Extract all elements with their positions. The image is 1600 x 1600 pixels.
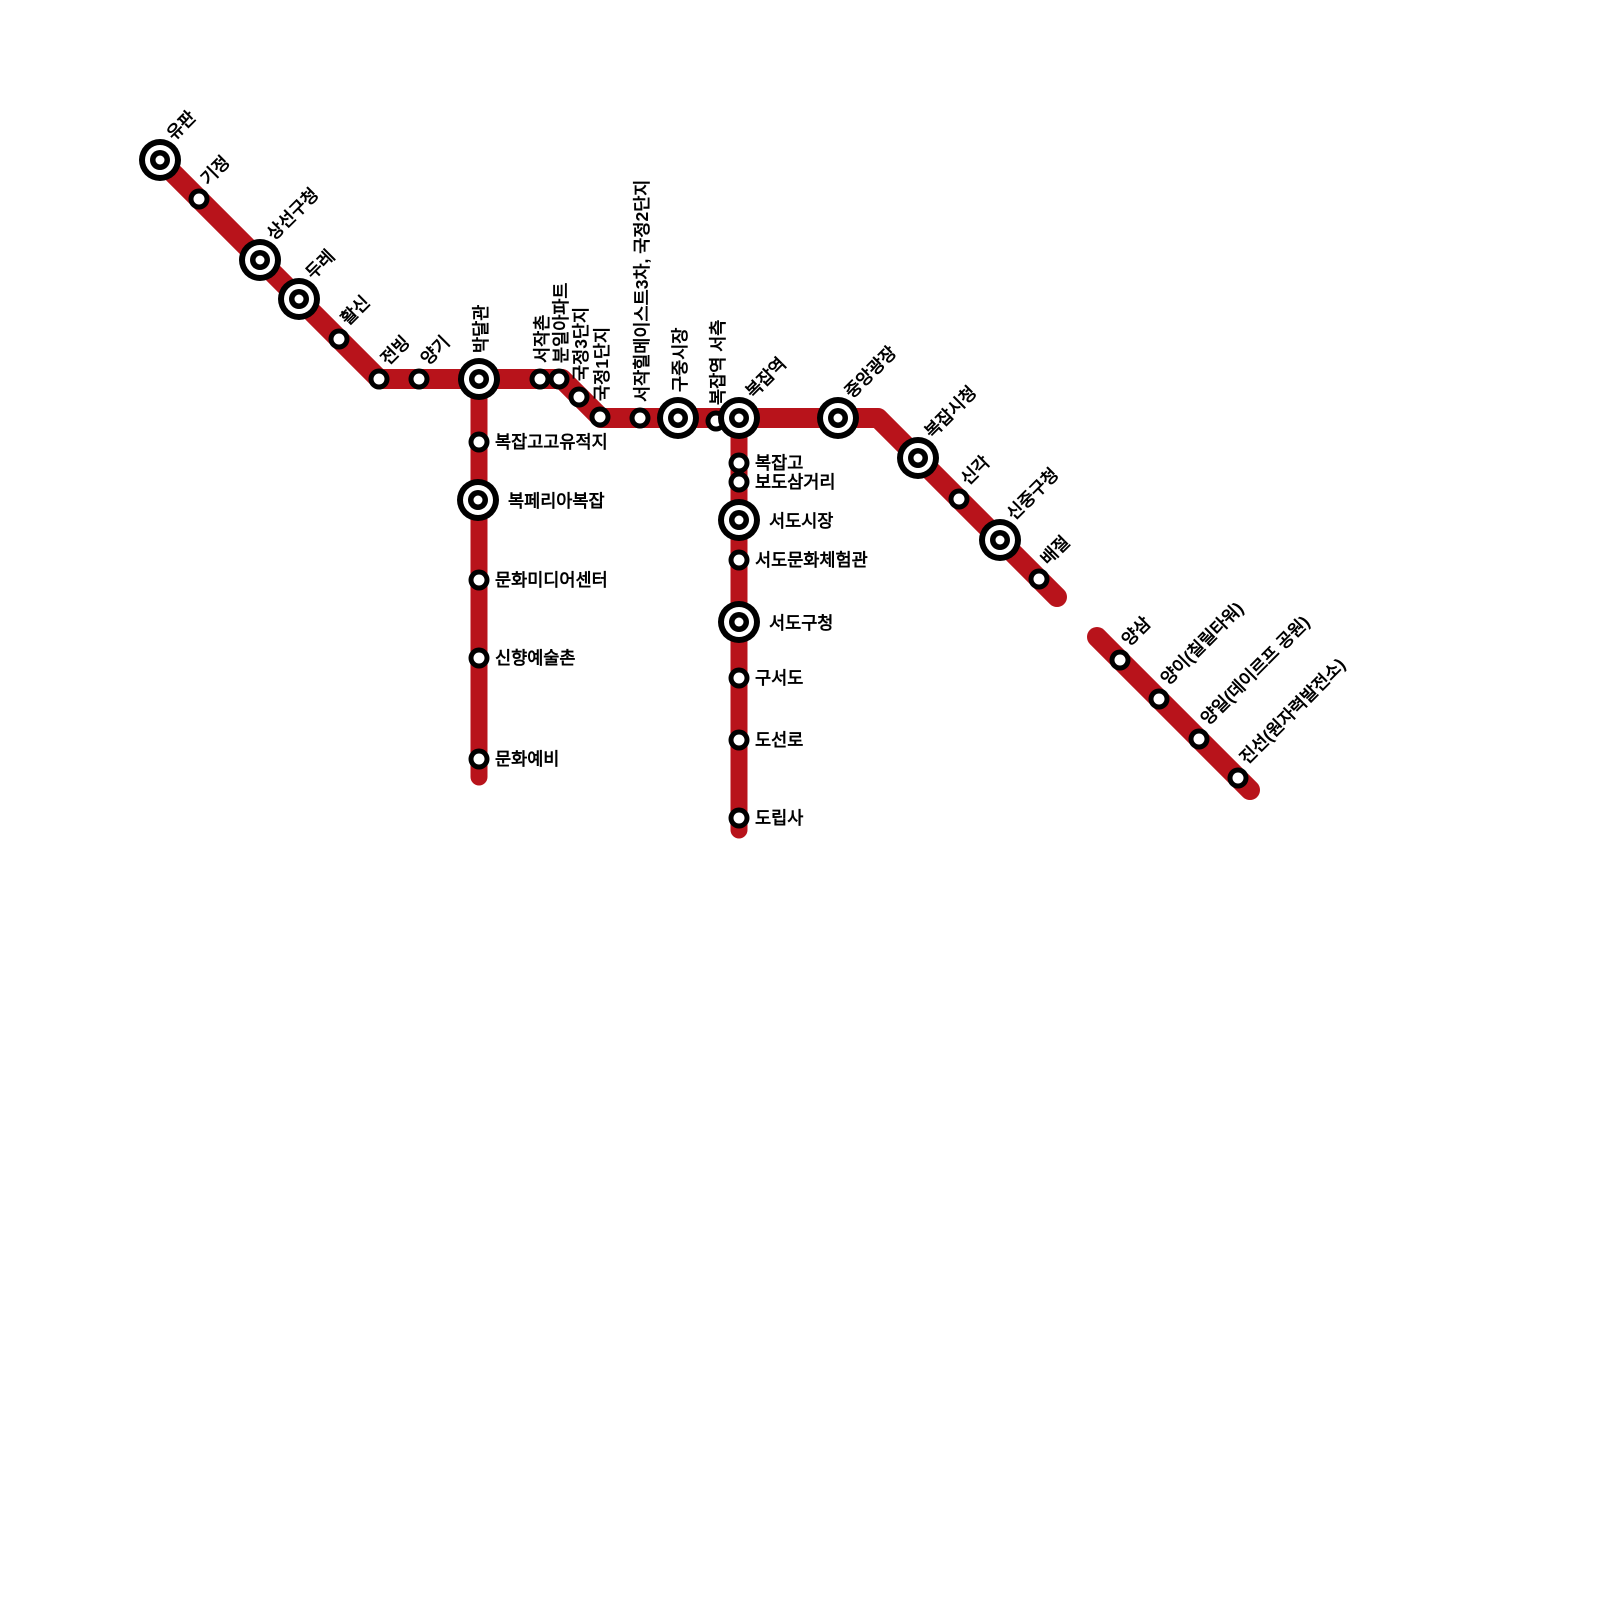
station-label: 활신 xyxy=(337,292,374,329)
station-label: 국정1단지 xyxy=(592,327,612,401)
station-major-marker: 유판 xyxy=(139,107,200,181)
station-label: 배절 xyxy=(1037,532,1074,569)
station-label: 문화예비 xyxy=(495,749,559,769)
station-label: 중앙광장 xyxy=(841,342,901,402)
station-major-marker: 복페리아복잡 xyxy=(457,479,605,521)
station-label: 복잡역 서측 xyxy=(708,320,728,405)
station-minor-marker: 서도문화체험관 xyxy=(728,549,868,571)
station-label: 서도문화체험관 xyxy=(755,550,868,570)
station-minor-marker: 분일아파트 xyxy=(548,283,571,390)
station-minor-marker: 신향예술촌 xyxy=(468,647,576,669)
station-major-marker: 서도시장 xyxy=(718,499,833,541)
station-minor-marker: 복잡고고유적지 xyxy=(468,431,608,453)
station-label: 전빙 xyxy=(377,332,414,369)
station-label: 서도시장 xyxy=(769,511,833,531)
station-label: 유판 xyxy=(163,107,200,144)
station-minor-marker: 도선로 xyxy=(728,729,803,751)
station-major-marker: 구중시장 xyxy=(657,328,699,439)
station-label: 양이(칠릴타워) xyxy=(1157,598,1248,689)
station-label: 신중구청 xyxy=(1003,464,1063,524)
station-label: 문화미디어센터 xyxy=(495,570,608,590)
station-label: 상선구청 xyxy=(263,184,323,244)
station-label: 서작촌 xyxy=(532,315,552,363)
station-label: 서작힐메이스트3차, 국정2단지 xyxy=(632,180,652,402)
station-minor-marker: 구서도 xyxy=(728,667,803,689)
station-minor-marker: 문화미디어센터 xyxy=(468,569,608,591)
station-minor-marker: 복잡고 xyxy=(728,452,803,474)
station-minor-marker: 서작촌 xyxy=(529,315,552,390)
station-label: 복잡역 xyxy=(742,354,790,402)
station-label: 박달관 xyxy=(471,305,491,353)
station-label: 분일아파트 xyxy=(551,283,571,364)
station-label: 국정3단지 xyxy=(571,307,591,381)
station-label: 도선로 xyxy=(755,730,803,750)
station-label: 서도구청 xyxy=(769,613,833,633)
station-label: 신각 xyxy=(957,452,994,489)
station-label: 구중시장 xyxy=(670,328,690,392)
station-major-marker: 서도구청 xyxy=(718,601,833,643)
station-label: 두레 xyxy=(302,246,339,283)
station-label: 기정 xyxy=(197,152,234,189)
station-minor-marker: 도립사 xyxy=(728,807,803,829)
station-label: 복잡고 xyxy=(755,453,803,473)
station-minor-marker: 국정3단지 xyxy=(568,307,591,408)
station-minor-marker: 국정1단지 xyxy=(589,327,612,428)
station-minor-marker: 문화예비 xyxy=(468,748,559,770)
station-label: 도립사 xyxy=(755,808,803,828)
station-minor-marker: 보도삼거리 xyxy=(728,471,836,493)
station-label: 양삼 xyxy=(1118,613,1155,650)
station-major-marker: 박달관 xyxy=(458,305,500,400)
station-label: 복잡고고유적지 xyxy=(495,432,608,452)
station-label: 양기 xyxy=(417,332,454,369)
station-label: 복페리아복잡 xyxy=(508,491,605,511)
station-label: 신향예술촌 xyxy=(495,648,576,668)
station-label: 구서도 xyxy=(755,668,803,688)
station-major-marker: 두레 xyxy=(278,246,339,320)
station-label: 복잡시청 xyxy=(921,382,981,442)
station-minor-marker: 서작힐메이스트3차, 국정2단지 xyxy=(629,180,652,429)
station-label: 보도삼거리 xyxy=(755,472,836,492)
